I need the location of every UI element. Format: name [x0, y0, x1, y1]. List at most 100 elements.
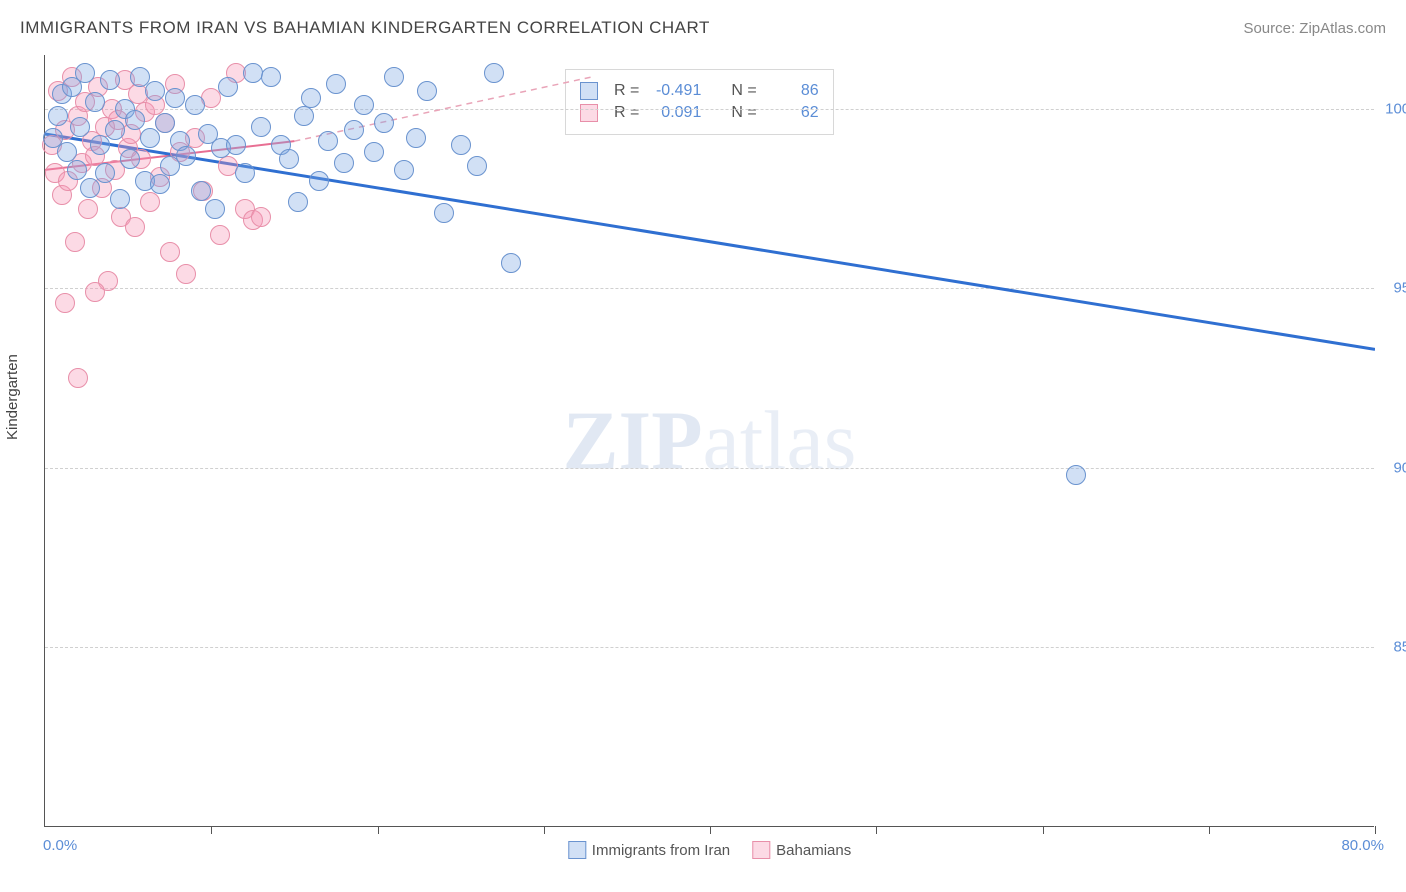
data-point	[155, 113, 175, 133]
x-tick	[211, 826, 212, 834]
swatch-blue-icon	[580, 82, 598, 100]
r-label: R =	[614, 82, 639, 100]
swatch-blue-icon	[568, 841, 586, 859]
stats-legend-box: R = -0.491 N = 86 R = 0.091 N = 62	[565, 69, 834, 135]
legend-item-blue: Immigrants from Iran	[568, 841, 730, 859]
data-point	[65, 232, 85, 252]
data-point	[261, 67, 281, 87]
data-point	[90, 135, 110, 155]
data-point	[309, 171, 329, 191]
data-point	[394, 160, 414, 180]
data-point	[243, 63, 263, 83]
data-point	[251, 117, 271, 137]
data-point	[57, 142, 77, 162]
data-point	[110, 189, 130, 209]
data-point	[374, 113, 394, 133]
data-point	[434, 203, 454, 223]
data-point	[67, 160, 87, 180]
data-point	[406, 128, 426, 148]
data-point	[384, 67, 404, 87]
r-value-blue: -0.491	[649, 82, 701, 100]
data-point	[120, 149, 140, 169]
data-point	[55, 293, 75, 313]
data-point	[165, 88, 185, 108]
x-tick	[876, 826, 877, 834]
watermark-bold: ZIP	[563, 394, 703, 487]
data-point	[484, 63, 504, 83]
watermark: ZIPatlas	[563, 392, 857, 489]
data-point	[150, 174, 170, 194]
stats-row-pink: R = 0.091 N = 62	[580, 104, 819, 122]
source-label: Source: ZipAtlas.com	[1243, 20, 1386, 37]
data-point	[176, 264, 196, 284]
data-point	[279, 149, 299, 169]
data-point	[68, 368, 88, 388]
data-point	[145, 81, 165, 101]
data-point	[235, 163, 255, 183]
data-point	[226, 135, 246, 155]
stats-row-blue: R = -0.491 N = 86	[580, 82, 819, 100]
x-tick	[1375, 826, 1376, 834]
x-tick	[378, 826, 379, 834]
gridline	[45, 468, 1374, 469]
n-label: N =	[731, 82, 756, 100]
data-point	[100, 70, 120, 90]
data-point	[294, 106, 314, 126]
data-point	[501, 253, 521, 273]
data-point	[160, 242, 180, 262]
data-point	[451, 135, 471, 155]
data-point	[125, 217, 145, 237]
y-axis-label: Kindergarten	[4, 354, 21, 440]
r-value-pink: 0.091	[649, 104, 701, 122]
x-tick	[544, 826, 545, 834]
x-axis-max-label: 80.0%	[1341, 837, 1384, 854]
data-point	[354, 95, 374, 115]
data-point	[364, 142, 384, 162]
bottom-legend: Immigrants from Iran Bahamians	[568, 841, 851, 859]
data-point	[218, 77, 238, 97]
data-point	[185, 95, 205, 115]
watermark-light: atlas	[703, 394, 857, 487]
data-point	[75, 63, 95, 83]
y-tick-label: 85.0%	[1380, 639, 1406, 656]
n-value-pink: 62	[767, 104, 819, 122]
data-point	[85, 92, 105, 112]
data-point	[85, 282, 105, 302]
data-point	[95, 163, 115, 183]
data-point	[301, 88, 321, 108]
data-point	[334, 153, 354, 173]
data-point	[467, 156, 487, 176]
header: IMMIGRANTS FROM IRAN VS BAHAMIAN KINDERG…	[20, 18, 1386, 38]
data-point	[288, 192, 308, 212]
y-tick-label: 90.0%	[1380, 459, 1406, 476]
x-tick	[710, 826, 711, 834]
data-point	[125, 110, 145, 130]
legend-label-pink: Bahamians	[776, 842, 851, 859]
data-point	[176, 146, 196, 166]
swatch-pink-icon	[580, 104, 598, 122]
y-tick-label: 100.0%	[1380, 100, 1406, 117]
data-point	[210, 225, 230, 245]
data-point	[1066, 465, 1086, 485]
legend-label-blue: Immigrants from Iran	[592, 842, 730, 859]
gridline	[45, 647, 1374, 648]
r-label: R =	[614, 104, 639, 122]
n-label: N =	[731, 104, 756, 122]
x-axis-min-label: 0.0%	[43, 837, 77, 854]
data-point	[70, 117, 90, 137]
legend-item-pink: Bahamians	[752, 841, 851, 859]
data-point	[80, 178, 100, 198]
data-point	[205, 199, 225, 219]
gridline	[45, 288, 1374, 289]
data-point	[326, 74, 346, 94]
plot-area: ZIPatlas R = -0.491 N = 86 R = 0.091 N =…	[44, 55, 1374, 827]
x-tick	[1209, 826, 1210, 834]
gridline	[45, 109, 1374, 110]
data-point	[251, 207, 271, 227]
data-point	[140, 192, 160, 212]
x-tick	[1043, 826, 1044, 834]
y-tick-label: 95.0%	[1380, 280, 1406, 297]
data-point	[344, 120, 364, 140]
data-point	[140, 128, 160, 148]
chart-title: IMMIGRANTS FROM IRAN VS BAHAMIAN KINDERG…	[20, 18, 710, 38]
